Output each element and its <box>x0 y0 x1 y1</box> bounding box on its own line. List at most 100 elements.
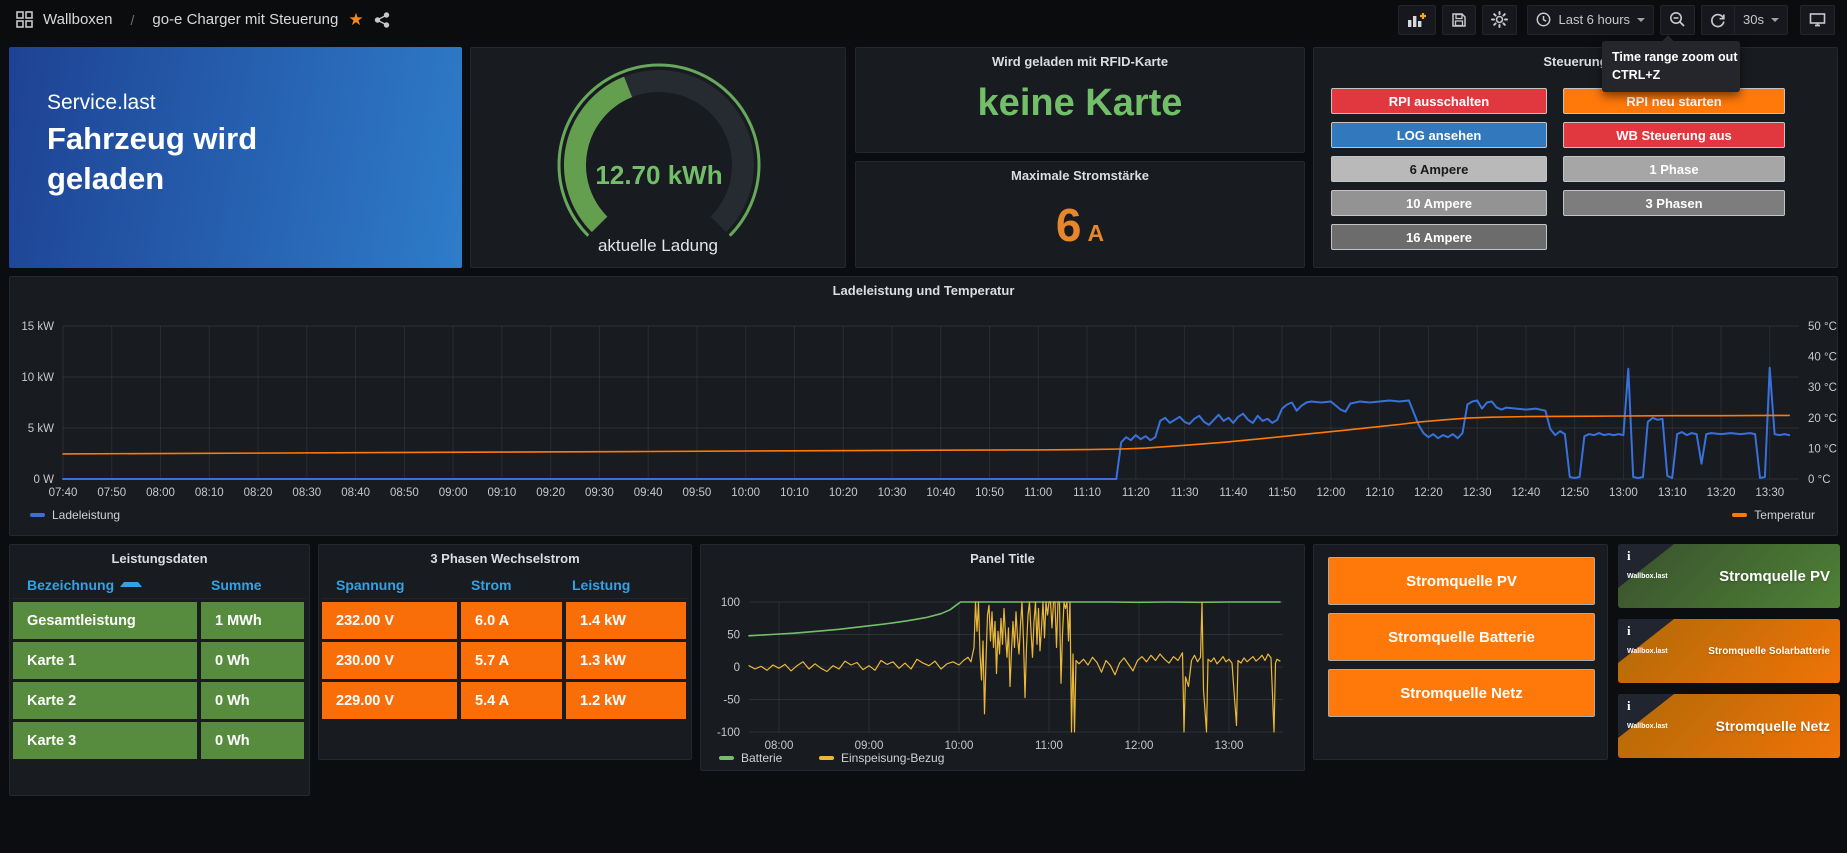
svg-text:13:10: 13:10 <box>1658 487 1687 499</box>
steuerung-button-wb-steuerung-aus[interactable]: WB Steuerung aus <box>1563 122 1785 148</box>
breadcrumb-current[interactable]: go-e Charger mit Steuerung <box>152 11 339 28</box>
refresh-button[interactable] <box>1701 4 1736 35</box>
battery-feed-chart[interactable]: 08:00 09:00 10:00 11:00 12:00 13:00 -100 -50 0 50… <box>701 567 1304 752</box>
panel-leistungsdaten: Leistungsdaten Bezeichnung Summe Gesamtlei… <box>9 544 310 796</box>
steuerung-button-3-phasen[interactable]: 3 Phasen <box>1563 190 1785 216</box>
svg-text:-100: -100 <box>717 727 740 739</box>
card-corner <box>1618 619 1674 663</box>
sort-asc-icon <box>120 582 143 587</box>
svg-text:08:00: 08:00 <box>765 740 794 752</box>
dashboards-grid-icon[interactable] <box>16 11 33 28</box>
table-header: Bezeichnung Summe <box>13 571 306 599</box>
svg-text:12:30: 12:30 <box>1463 487 1492 499</box>
svg-text:40 °C: 40 °C <box>1808 352 1837 364</box>
table-cell: 5.7 A <box>461 642 562 679</box>
stromquelle-card-1[interactable]: i Wallbox.last Stromquelle PV <box>1618 544 1840 608</box>
panel-gauge-charge: 12.70 kWh aktuelle Ladung <box>470 47 846 268</box>
legend-einspeisung-bezug[interactable]: Einspeisung-Bezug <box>819 751 944 765</box>
legend-swatch <box>719 756 734 760</box>
cycle-view-mode-button[interactable] <box>1800 4 1835 35</box>
legend-swatch <box>819 756 834 760</box>
steuerung-button-10-ampere[interactable]: 10 Ampere <box>1331 190 1547 216</box>
breadcrumb-root[interactable]: Wallboxen <box>43 11 113 28</box>
column-header-leistung[interactable]: Leistung <box>572 576 631 593</box>
legend-batterie[interactable]: Batterie <box>719 751 782 765</box>
gear-icon <box>1491 11 1509 28</box>
source-button-stromquelle-batterie[interactable]: Stromquelle Batterie <box>1328 613 1595 661</box>
zoom-out-icon <box>1670 12 1685 27</box>
legend-swatch <box>30 513 45 517</box>
steuerung-button-1-phase[interactable]: 1 Phase <box>1563 156 1785 182</box>
panel-title: 3 Phasen Wechselstrom <box>430 550 580 566</box>
legend-ladeleistung[interactable]: Ladeleistung <box>30 508 120 522</box>
time-range-label: Last 6 hours <box>1558 12 1631 27</box>
gauge-label: aktuelle Ladung <box>597 236 719 255</box>
power-temperature-chart[interactable]: 07:40 07:50 08:00 08:10 08:20 08:30 08:40 08:50… <box>10 299 1837 503</box>
svg-text:0 °C: 0 °C <box>1808 474 1831 486</box>
svg-text:10:20: 10:20 <box>829 487 858 499</box>
svg-text:09:30: 09:30 <box>585 487 614 499</box>
save-dashboard-button[interactable] <box>1442 4 1477 35</box>
service-status-text: Fahrzeug wird geladen <box>47 121 258 197</box>
svg-text:5 kW: 5 kW <box>28 423 54 435</box>
favorite-star-icon[interactable]: ★ <box>348 10 364 29</box>
refresh-interval-label: 30s <box>1743 12 1764 27</box>
table-cell: Karte 2 <box>13 682 197 719</box>
column-header-bezeichnung[interactable]: Bezeichnung <box>13 577 197 593</box>
table-row: 232.00 V 6.0 A 1.4 kW <box>322 602 688 639</box>
svg-text:09:20: 09:20 <box>536 487 565 499</box>
table-cell: Gesamtleistung <box>13 602 197 639</box>
source-button-stromquelle-pv[interactable]: Stromquelle PV <box>1328 557 1595 605</box>
source-button-stromquelle-netz[interactable]: Stromquelle Netz <box>1328 669 1595 717</box>
steuerung-button-6-ampere[interactable]: 6 Ampere <box>1331 156 1547 182</box>
svg-text:13:30: 13:30 <box>1755 487 1784 499</box>
steuerung-button-16-ampere[interactable]: 16 Ampere <box>1331 224 1547 250</box>
column-header-summe[interactable]: Summe <box>211 576 262 593</box>
time-zoom-out-button[interactable] <box>1660 4 1696 35</box>
svg-text:08:10: 08:10 <box>195 487 224 499</box>
column-header-spannung[interactable]: Spannung <box>336 576 405 593</box>
svg-text:11:50: 11:50 <box>1268 487 1296 499</box>
legend-temperatur[interactable]: Temperatur <box>1732 508 1815 522</box>
info-icon: i <box>1627 548 1631 563</box>
time-zoom-out-tooltip: Time range zoom out CTRL+Z <box>1602 41 1740 93</box>
steuerung-button-log-ansehen[interactable]: LOG ansehen <box>1331 122 1547 148</box>
svg-text:10:50: 10:50 <box>975 487 1004 499</box>
legend-label: Batterie <box>741 751 783 765</box>
time-range-picker[interactable]: Last 6 hours <box>1527 4 1655 35</box>
svg-text:12:50: 12:50 <box>1560 487 1589 499</box>
table-cell: 0 Wh <box>201 682 304 719</box>
column-header-strom[interactable]: Strom <box>471 576 512 593</box>
panel-battery-feed-chart: Panel Title 08:00 09:00 10:00 11:00 12:00 13:… <box>700 544 1305 771</box>
svg-text:10 kW: 10 kW <box>21 372 54 384</box>
stromquelle-card-3[interactable]: i Wallbox.last Stromquelle Netz <box>1618 694 1840 758</box>
legend-label: Ladeleistung <box>52 508 121 522</box>
monitor-icon <box>1809 12 1826 26</box>
svg-text:09:00: 09:00 <box>439 487 468 499</box>
svg-text:50: 50 <box>727 630 740 642</box>
svg-text:11:00: 11:00 <box>1024 487 1052 499</box>
svg-text:11:00: 11:00 <box>1035 740 1063 752</box>
svg-text:100: 100 <box>721 597 740 609</box>
table-cell: 5.4 A <box>461 682 562 719</box>
svg-text:20 °C: 20 °C <box>1808 413 1837 425</box>
svg-text:07:50: 07:50 <box>97 487 126 499</box>
dashboard-settings-button[interactable] <box>1482 4 1518 35</box>
table-cell: 1.3 kW <box>566 642 686 679</box>
card-title: Stromquelle Solarbatterie <box>1708 645 1830 657</box>
share-icon[interactable] <box>374 11 390 28</box>
svg-text:0 W: 0 W <box>34 474 55 486</box>
svg-text:08:50: 08:50 <box>390 487 419 499</box>
add-panel-button[interactable] <box>1398 4 1437 35</box>
svg-text:0: 0 <box>734 662 740 674</box>
svg-text:13:00: 13:00 <box>1215 740 1244 752</box>
panel-title: Leistungsdaten <box>111 550 208 566</box>
table-cell: 1.2 kW <box>566 682 686 719</box>
stromquelle-card-2[interactable]: i Wallbox.last Stromquelle Solarbatterie <box>1618 619 1840 683</box>
svg-text:08:00: 08:00 <box>146 487 175 499</box>
steuerung-button-rpi-ausschalten[interactable]: RPI ausschalten <box>1331 88 1547 114</box>
refresh-interval-select[interactable]: 30s <box>1735 4 1788 35</box>
table-cell: 232.00 V <box>322 602 457 639</box>
table-cell: 230.00 V <box>322 642 457 679</box>
